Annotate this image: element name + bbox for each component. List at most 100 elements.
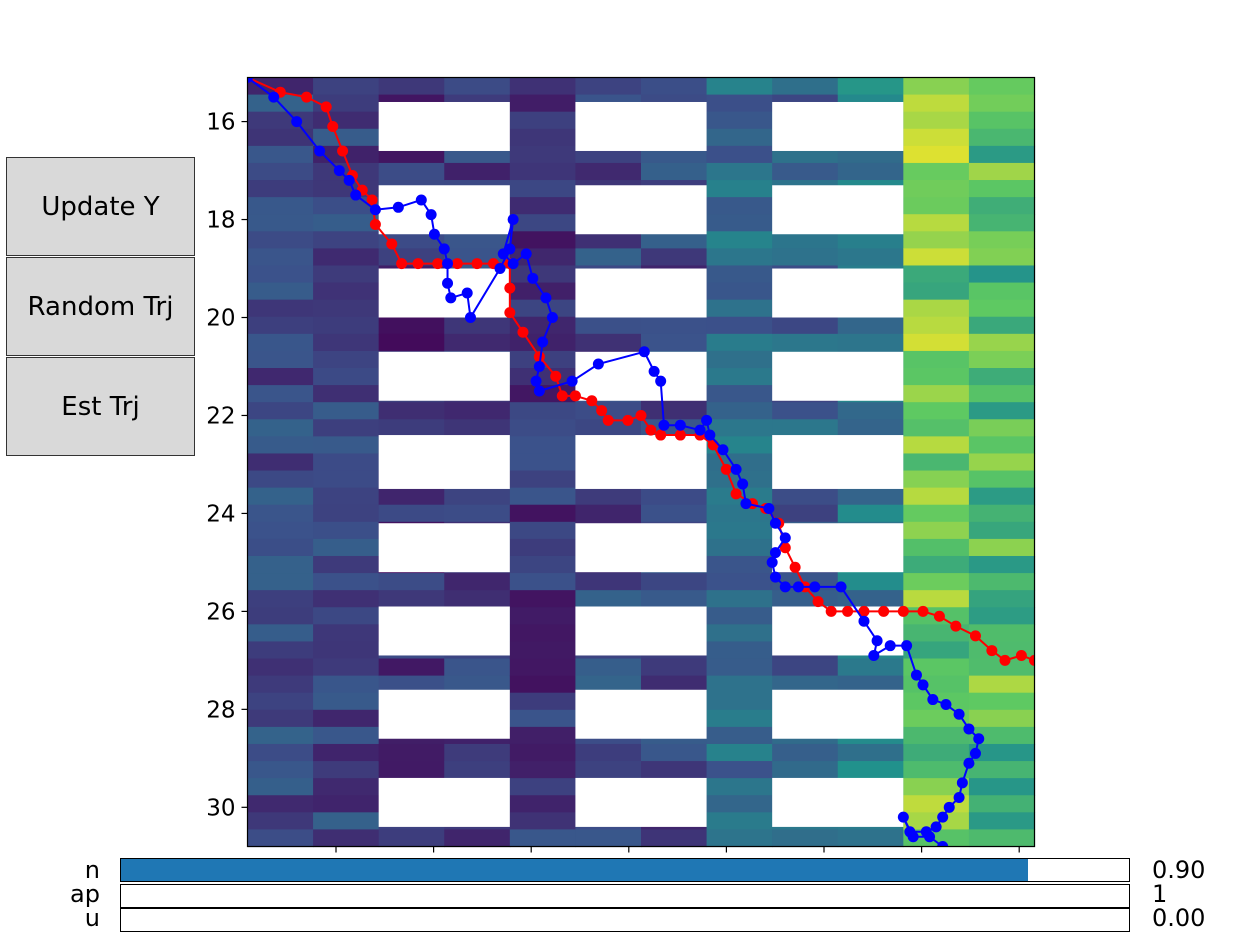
blue-trajectory-point: [779, 532, 791, 544]
heatmap-cell: [903, 590, 970, 608]
heatmap-cell: [772, 162, 839, 181]
heatmap-cell: [968, 453, 1036, 472]
heatmap-cell: [706, 761, 773, 779]
heatmap-cell: [247, 402, 314, 420]
heatmap-cell: [313, 675, 380, 694]
blue-trajectory-point: [910, 669, 922, 681]
slider-ap[interactable]: [120, 884, 1130, 908]
heatmap-cell: [378, 658, 445, 677]
blue-trajectory-point: [507, 258, 519, 270]
blue-trajectory-point: [868, 649, 880, 661]
heatmap-cell: [247, 282, 314, 301]
blue-trajectory-point: [533, 385, 545, 397]
heatmap-cell: [313, 316, 380, 335]
heatmap-cell: [903, 419, 970, 437]
blue-trajectory-point: [779, 581, 791, 593]
heatmap-cell: [968, 128, 1036, 147]
red-trajectory-point: [556, 390, 568, 402]
heatmap-cell: [247, 761, 314, 779]
heatmap-cell: [509, 470, 577, 489]
red-trajectory-point: [789, 561, 801, 573]
heatmap-cell: [706, 504, 773, 523]
blue-trajectory-point: [438, 243, 450, 255]
slider-n[interactable]: [120, 858, 1130, 882]
heatmap-cell: [837, 504, 904, 523]
heatmap-cell: [509, 795, 577, 813]
trajectories: [247, 77, 1035, 847]
heatmap-cell: [509, 180, 577, 198]
random-trj-button[interactable]: Random Trj: [6, 257, 195, 356]
heatmap-cell: [313, 829, 380, 848]
update-y-button[interactable]: Update Y: [6, 157, 195, 256]
blue-trajectory-point: [507, 214, 519, 226]
blue-trajectory-point: [592, 358, 604, 370]
y-tick-label: 28: [206, 697, 235, 723]
heatmap-cell: [247, 419, 314, 437]
heatmap-cell: [247, 111, 314, 130]
heatmap-cell: [575, 675, 642, 694]
heatmap-cell: [903, 470, 970, 489]
heatmap-cell: [903, 77, 970, 96]
blue-trajectory-point: [835, 581, 847, 593]
blue-trajectory-point: [953, 708, 965, 720]
blue-trajectory-point: [730, 463, 742, 475]
est-trj-button[interactable]: Est Trj: [6, 357, 195, 456]
heatmap-cell: [903, 299, 970, 318]
heatmap-cell: [706, 162, 773, 181]
heatmap-cell: [968, 487, 1036, 506]
heatmap-cell: [509, 675, 577, 694]
heatmap-cell: [968, 829, 1036, 848]
heatmap-cell: [903, 265, 970, 284]
blue-trajectory-point: [937, 841, 949, 847]
heatmap-cell: [247, 573, 314, 591]
heatmap-cell: [444, 333, 511, 352]
heatmap-cell: [706, 812, 773, 831]
heatmap-cell: [706, 282, 773, 301]
heatmap-cell: [706, 333, 773, 352]
blue-trajectory-point: [809, 581, 821, 593]
heatmap-cell: [706, 743, 773, 762]
heatmap-cell: [575, 333, 642, 352]
heatmap-cell: [509, 778, 577, 796]
heatmap-cell: [444, 231, 511, 249]
heatmap-cell: [706, 692, 773, 711]
heatmap-cell: [247, 709, 314, 728]
masked-block: [575, 435, 707, 489]
heatmap-cell: [968, 795, 1036, 813]
heatmap-cell: [509, 453, 577, 472]
heatmap-cell: [968, 709, 1036, 728]
masked-block: [575, 777, 707, 827]
heatmap-cell: [837, 402, 904, 420]
heatmap-cell: [968, 180, 1036, 198]
heatmap-cell: [247, 214, 314, 232]
blue-trajectory-point: [369, 204, 381, 216]
red-trajectory-point: [396, 258, 408, 270]
heatmap-cell: [313, 607, 380, 625]
heatmap-cell: [378, 829, 445, 848]
red-trajectory-point: [517, 326, 529, 338]
blue-trajectory-point: [428, 228, 440, 240]
heatmap-cell: [247, 231, 314, 249]
heatmap-cell: [903, 453, 970, 472]
heatmap-cell: [903, 316, 970, 335]
heatmap-cell: [509, 504, 577, 523]
heatmap-cell: [772, 231, 839, 249]
heatmap-cell: [247, 504, 314, 523]
blue-trajectory-point: [858, 615, 870, 627]
red-trajectory-point: [825, 605, 837, 617]
masked-block: [378, 606, 510, 656]
blue-trajectory-point: [694, 424, 706, 436]
heatmap-cell: [247, 692, 314, 711]
slider-n-fill[interactable]: [121, 859, 1029, 881]
slider-u[interactable]: [120, 908, 1130, 932]
heatmap-cell: [509, 521, 577, 540]
red-trajectory-point: [327, 120, 339, 132]
heatmap-cell: [247, 265, 314, 284]
heatmap-cell: [968, 265, 1036, 284]
heatmap-cell: [706, 265, 773, 284]
heatmap-cell: [706, 299, 773, 318]
heatmap-cell: [247, 333, 314, 352]
heatmap-cell: [247, 829, 314, 848]
blue-trajectory-point: [638, 346, 650, 358]
heatmap-cell: [968, 402, 1036, 420]
